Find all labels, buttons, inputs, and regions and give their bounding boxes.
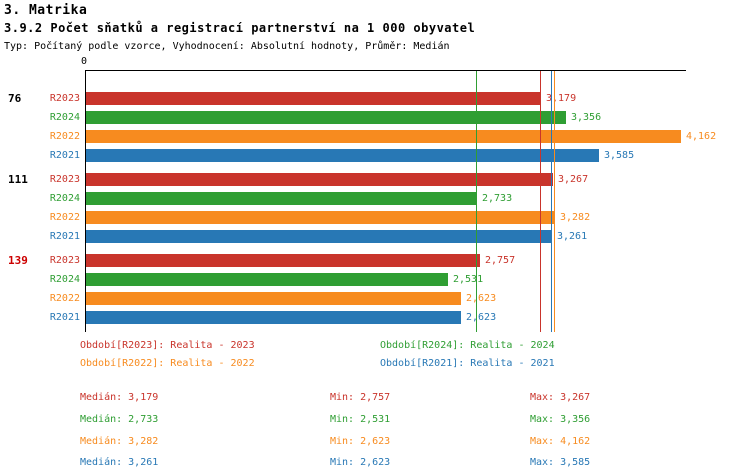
bar-value-label: 3,585 [604, 150, 635, 161]
bar [86, 292, 461, 305]
bar-row-label: R2024 [49, 193, 80, 204]
x-axis-zero-label: 0 [80, 56, 88, 67]
bar [86, 273, 448, 286]
bar [86, 230, 552, 243]
median-line-r2022 [554, 71, 555, 332]
bar-row-label: R2021 [49, 231, 80, 242]
bar-value-label: 3,282 [560, 212, 591, 223]
chart-title: 3.9.2 Počet sňatků a registrací partners… [4, 21, 476, 35]
stat-max-r2023: Max: 3,267 [530, 392, 591, 403]
bar [86, 211, 555, 224]
stat-max-r2022: Max: 4,162 [530, 436, 591, 447]
bar [86, 130, 681, 143]
bar-row-label: R2022 [49, 131, 80, 142]
median-line-r2024 [476, 71, 477, 332]
median-line-r2021 [551, 71, 552, 332]
y-axis-line [85, 70, 86, 332]
bar-value-label: 2,623 [466, 312, 497, 323]
group-label: 111 [8, 173, 28, 186]
stat-min-r2023: Min: 2,757 [330, 392, 391, 403]
bar-value-label: 2,531 [453, 274, 484, 285]
bar [86, 311, 461, 324]
bar-row-label: R2021 [49, 312, 80, 323]
stat-median-r2022: Medián: 3,282 [80, 436, 159, 447]
bar-row-label: R2021 [49, 150, 80, 161]
bar-row-label: R2022 [49, 212, 80, 223]
stat-max-r2024: Max: 3,356 [530, 414, 591, 425]
bar-row-label: R2024 [49, 112, 80, 123]
bar [86, 149, 599, 162]
median-line-r2023 [540, 71, 541, 332]
bar-value-label: 2,733 [482, 193, 513, 204]
page-title: 3. Matrika [4, 3, 88, 18]
bar-value-label: 2,757 [485, 255, 516, 266]
bar-row-label: R2022 [49, 293, 80, 304]
bar-row-label: R2024 [49, 274, 80, 285]
stat-min-r2022: Min: 2,623 [330, 436, 391, 447]
legend-item-r2024: Období[R2024]: Realita - 2024 [380, 340, 555, 351]
bar [86, 111, 566, 124]
stat-median-r2024: Medián: 2,733 [80, 414, 159, 425]
bar-value-label: 4,162 [686, 131, 717, 142]
chart-meta: Typ: Počítaný podle vzorce, Vyhodnocení:… [4, 41, 450, 52]
bar [86, 192, 477, 205]
bar-row-label: R2023 [49, 93, 80, 104]
bar-row-label: R2023 [49, 174, 80, 185]
bar-value-label: 3,179 [546, 93, 577, 104]
bar-value-label: 3,261 [557, 231, 588, 242]
stat-min-r2024: Min: 2,531 [330, 414, 391, 425]
bar [86, 254, 480, 267]
bar-value-label: 3,267 [558, 174, 589, 185]
bar-value-label: 2,623 [466, 293, 497, 304]
group-label: 139 [8, 254, 28, 267]
stat-median-r2023: Medián: 3,179 [80, 392, 159, 403]
bar-value-label: 3,356 [571, 112, 602, 123]
legend-item-r2022: Období[R2022]: Realita - 2022 [80, 358, 255, 369]
legend-item-r2023: Období[R2023]: Realita - 2023 [80, 340, 255, 351]
bar [86, 92, 541, 105]
bar [86, 173, 553, 186]
stat-min-r2021: Min: 2,623 [330, 457, 391, 468]
stat-median-r2021: Medián: 3,261 [80, 457, 159, 468]
bar-row-label: R2023 [49, 255, 80, 266]
x-axis-line [85, 70, 686, 71]
group-label: 76 [8, 92, 22, 105]
stat-max-r2021: Max: 3,585 [530, 457, 591, 468]
legend-item-r2021: Období[R2021]: Realita - 2021 [380, 358, 555, 369]
